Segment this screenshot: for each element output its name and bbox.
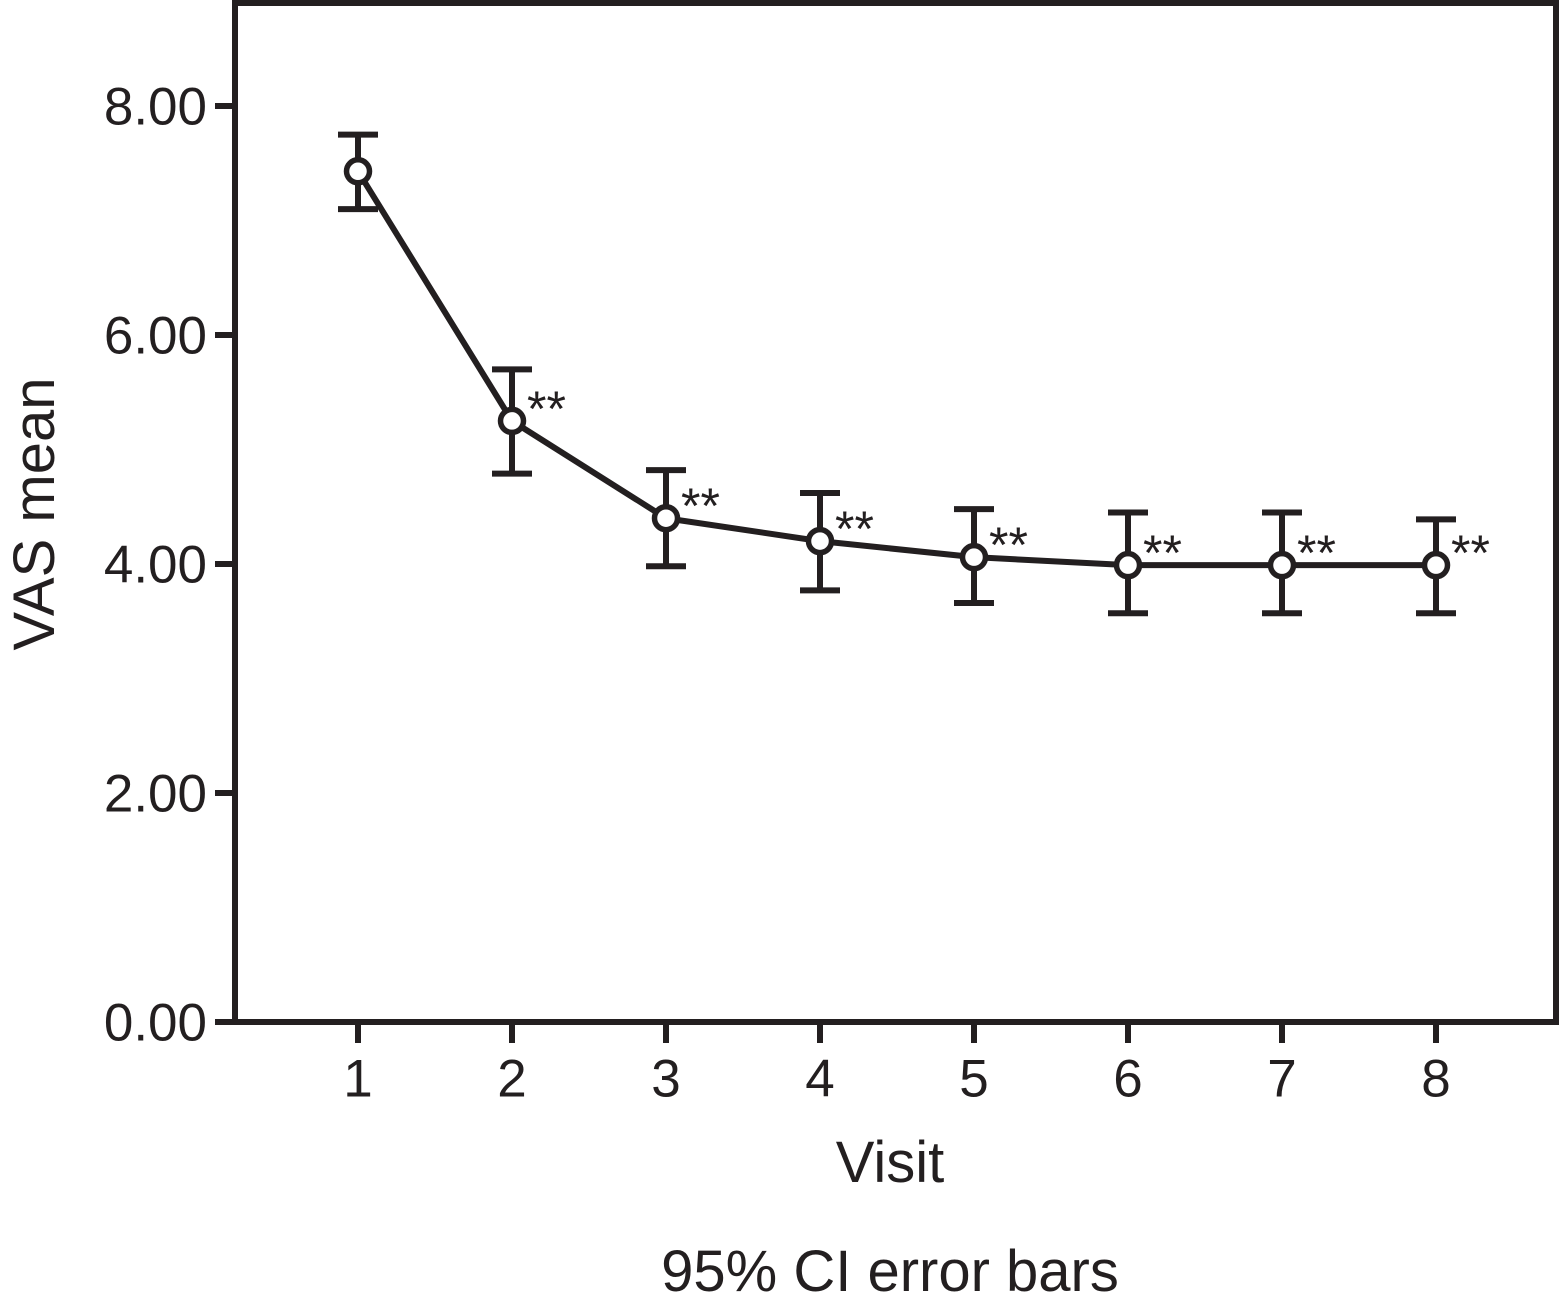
data-point-marker bbox=[1421, 550, 1451, 580]
plot-area: 0.00 2.00 4.00 6.00 8.00 1 2 3 4 5 6 7 8 ** ** ** ** ** **… bbox=[104, 0, 1559, 1109]
y-axis-tick-label: 6.00 bbox=[104, 307, 207, 366]
significance-label: ** bbox=[1297, 525, 1336, 581]
significance-label: ** bbox=[835, 501, 874, 557]
data-point-marker bbox=[959, 542, 989, 572]
significance-label: ** bbox=[681, 478, 720, 534]
x-axis-title: Visit bbox=[836, 1130, 945, 1195]
data-point-marker bbox=[1113, 550, 1143, 580]
plot-frame bbox=[232, 0, 1559, 1025]
y-axis-tick-label: 0.00 bbox=[104, 994, 207, 1053]
x-axis-tick-label: 5 bbox=[959, 1050, 988, 1109]
x-axis-tick-label: 8 bbox=[1421, 1050, 1450, 1109]
y-axis-tick-label: 2.00 bbox=[104, 765, 207, 824]
caption-error-bars: 95% CI error bars bbox=[661, 1239, 1119, 1304]
data-point-marker bbox=[1267, 550, 1297, 580]
data-point-marker bbox=[497, 406, 527, 436]
data-point-marker bbox=[805, 526, 835, 556]
x-axis-tick-label: 7 bbox=[1267, 1050, 1296, 1109]
significance-label: ** bbox=[527, 381, 566, 437]
x-axis-tick-label: 1 bbox=[343, 1050, 372, 1109]
significance-label: ** bbox=[1143, 525, 1182, 581]
data-point-marker bbox=[651, 503, 681, 533]
x-axis-tick-label: 6 bbox=[1113, 1050, 1142, 1109]
significance-label: ** bbox=[1451, 525, 1490, 581]
y-axis-tick-label: 8.00 bbox=[104, 78, 207, 137]
data-point-marker bbox=[343, 157, 373, 186]
x-axis-tick-label: 3 bbox=[651, 1050, 680, 1109]
y-axis-tick-label: 4.00 bbox=[104, 536, 207, 595]
series-line bbox=[355, 169, 1436, 569]
significance-label: ** bbox=[989, 517, 1028, 573]
x-axis-tick-label: 4 bbox=[805, 1050, 834, 1109]
y-axis-title: VAS mean bbox=[2, 378, 67, 651]
x-axis-tick-label: 2 bbox=[497, 1050, 526, 1109]
